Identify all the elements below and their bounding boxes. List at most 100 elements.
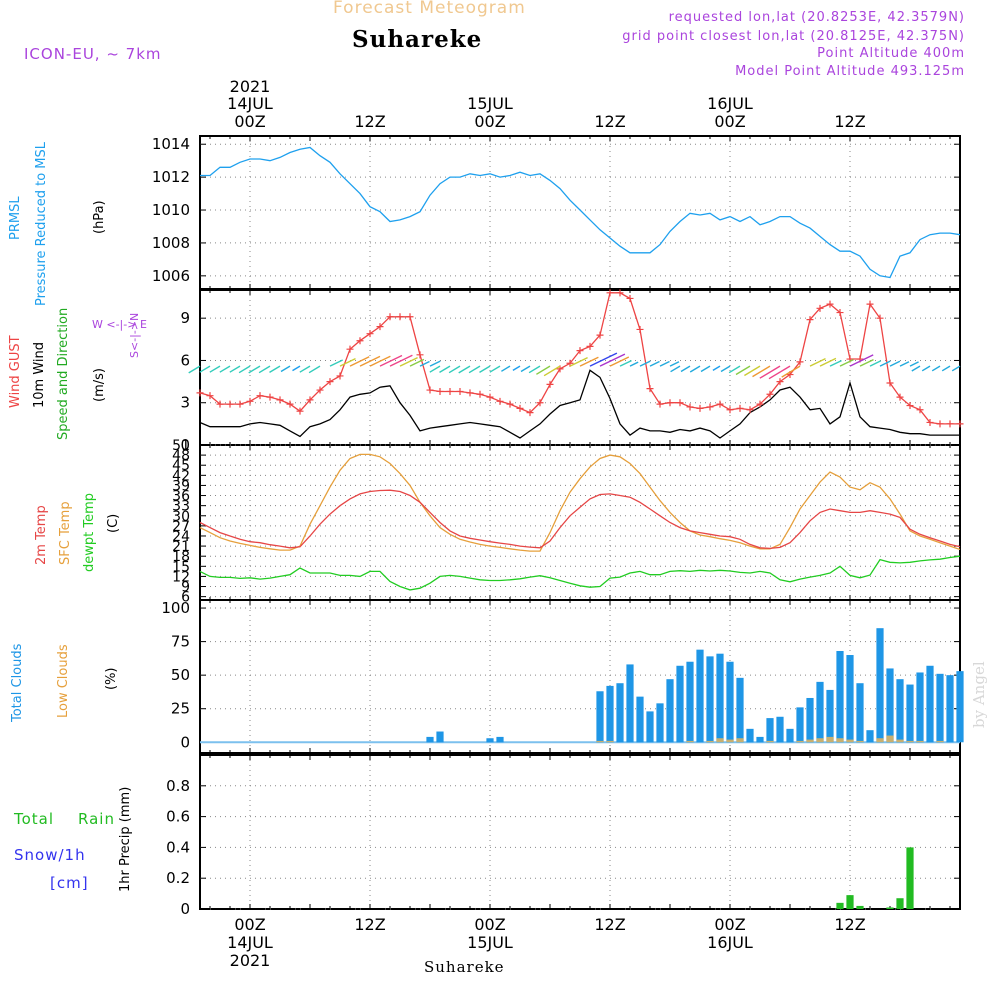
- wind-arrow: [308, 365, 321, 374]
- gust-marker: [386, 313, 394, 321]
- top-hour-label: 12Z: [594, 112, 625, 131]
- gust-marker: [766, 390, 774, 398]
- gust-marker: [596, 331, 604, 339]
- wind-arrow: [569, 356, 588, 367]
- top-hour-label: 00Z: [234, 112, 265, 131]
- gust-marker: [406, 313, 414, 321]
- wind-arrow: [931, 365, 941, 372]
- wind-arrow: [359, 355, 381, 367]
- total-cloud-bar: [796, 707, 804, 743]
- gust-marker: [776, 378, 784, 386]
- gust-marker: [456, 387, 464, 395]
- gust-marker: [416, 351, 424, 359]
- wind-arrow: [409, 358, 425, 367]
- gust-marker: [426, 386, 434, 394]
- total-cloud-bar: [666, 679, 674, 743]
- wind-arrow: [629, 361, 639, 367]
- bottom-hour-label: 00Z: [714, 915, 745, 934]
- y-tick-label: 21: [172, 539, 190, 555]
- gust-marker: [736, 404, 744, 412]
- total-cloud-bar: [626, 664, 634, 743]
- wind-arrow: [258, 365, 271, 374]
- low-cloud-bar: [896, 739, 904, 743]
- rain-bar: [836, 902, 844, 909]
- total-cloud-bar: [906, 684, 914, 743]
- rain-bar: [856, 905, 864, 909]
- gust-marker: [656, 400, 664, 408]
- wind-arrow: [209, 365, 221, 373]
- gust-marker: [686, 403, 694, 411]
- low-cloud-bar: [836, 738, 844, 743]
- wind-arrow: [619, 359, 632, 367]
- wind-arrow: [238, 365, 251, 374]
- gust-marker: [826, 300, 834, 308]
- gust-marker: [226, 400, 234, 408]
- rain-bar: [886, 907, 894, 909]
- gust-marker: [906, 402, 914, 410]
- wind-arrow: [781, 365, 801, 378]
- low-cloud-bar: [936, 740, 944, 743]
- wind-arrow: [768, 365, 791, 380]
- total-cloud-bar: [816, 681, 824, 743]
- prmsl-line: [200, 146, 961, 279]
- total-cloud-bar: [616, 683, 624, 743]
- y-tick-label: 0: [180, 733, 190, 751]
- gust-marker: [796, 358, 804, 366]
- y-tick-label: 0: [180, 900, 190, 918]
- y-tick-label: 30: [172, 509, 190, 525]
- wind-arrow: [759, 365, 781, 379]
- gust-marker: [716, 400, 724, 408]
- gust-marker: [876, 314, 884, 322]
- low-cloud-bar: [816, 738, 824, 743]
- y-tick-label: 1006: [152, 267, 190, 285]
- gust-marker: [506, 400, 514, 408]
- wind-arrow: [429, 365, 441, 373]
- total-cloud-bar: [706, 656, 714, 743]
- total-label: Total: [14, 810, 55, 828]
- wind-arrow: [299, 365, 311, 373]
- gust-marker: [916, 406, 924, 414]
- low-cloud-bar: [766, 740, 774, 743]
- total-cloud-bar: [686, 661, 694, 743]
- snow-label: Snow/1h: [14, 846, 86, 864]
- bottom-hour-label: 00Z: [234, 915, 265, 934]
- gust-marker: [546, 380, 554, 388]
- wind-arrow: [819, 357, 837, 367]
- wind-arrow: [248, 365, 261, 374]
- wind-arrow: [399, 356, 418, 367]
- total-cloud-bar: [786, 728, 794, 743]
- total-cloud-bar: [426, 736, 434, 743]
- bottom-hour-label: 12Z: [834, 915, 865, 934]
- gust-marker: [756, 400, 764, 408]
- bottom-day-label: 15JUL: [467, 933, 513, 952]
- total-cloud-bar: [606, 685, 614, 743]
- y-tick-label: 33: [172, 499, 190, 515]
- footer-location: Suhareke: [424, 958, 505, 976]
- wind-arrow: [536, 365, 551, 375]
- gust-marker: [436, 387, 444, 395]
- rain-label: Rain: [78, 810, 115, 828]
- bottom-hour-label: 00Z: [474, 915, 505, 934]
- y-tick-label: 50: [171, 666, 190, 684]
- low-cloud-bar: [846, 739, 854, 743]
- low-cloud-bar: [806, 739, 814, 743]
- wind-arrow: [951, 365, 961, 372]
- rain-bar: [896, 898, 904, 909]
- gridpoint-coords: grid point closest lon,lat (20.8125E, 42…: [622, 29, 965, 44]
- gust-marker: [496, 397, 504, 405]
- y-tick-label: 0.4: [166, 838, 190, 856]
- wind-arrow: [199, 365, 211, 373]
- bottom-year-label: 2021: [230, 951, 271, 970]
- y-tick-label: 100: [161, 599, 190, 617]
- gust-marker: [816, 304, 824, 312]
- top-hour-label: 00Z: [474, 112, 505, 131]
- total-cloud-bar: [496, 736, 504, 743]
- low-cloud-bar: [876, 738, 884, 743]
- compass-we: W <-|-> E: [92, 318, 147, 331]
- total-cloud-bar: [656, 703, 664, 743]
- gust-marker: [536, 399, 544, 407]
- top-hour-label: 12Z: [354, 112, 385, 131]
- point-altitude: Point Altitude 400m: [817, 46, 965, 61]
- wind-arrow: [188, 365, 201, 374]
- wind-arrow: [389, 354, 413, 367]
